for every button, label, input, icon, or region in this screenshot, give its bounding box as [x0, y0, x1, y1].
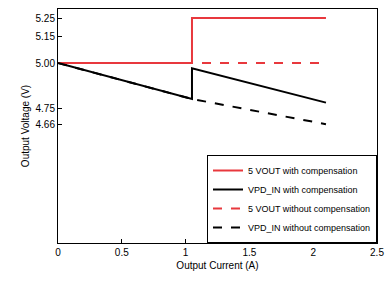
- svg-text:4.75: 4.75: [36, 103, 56, 114]
- svg-text:4.66: 4.66: [36, 119, 56, 130]
- svg-text:VPD_IN with compensation: VPD_IN with compensation: [248, 185, 358, 195]
- svg-text:5.00: 5.00: [36, 58, 56, 69]
- svg-text:5 VOUT with compensation: 5 VOUT with compensation: [248, 166, 357, 176]
- svg-text:5.25: 5.25: [36, 13, 56, 24]
- svg-text:VPD_IN without compensation: VPD_IN without compensation: [248, 223, 370, 233]
- svg-text:5 VOUT without compensation: 5 VOUT without compensation: [248, 204, 370, 214]
- svg-text:0: 0: [55, 247, 61, 258]
- svg-text:1: 1: [183, 247, 189, 258]
- svg-text:Output Voltage (V): Output Voltage (V): [20, 85, 31, 167]
- svg-text:5.15: 5.15: [36, 31, 56, 42]
- svg-text:1.5: 1.5: [242, 247, 256, 258]
- svg-text:0.5: 0.5: [115, 247, 129, 258]
- svg-text:Output Current (A): Output Current (A): [176, 260, 258, 271]
- svg-text:2.5: 2.5: [370, 247, 384, 258]
- svg-text:2: 2: [310, 247, 316, 258]
